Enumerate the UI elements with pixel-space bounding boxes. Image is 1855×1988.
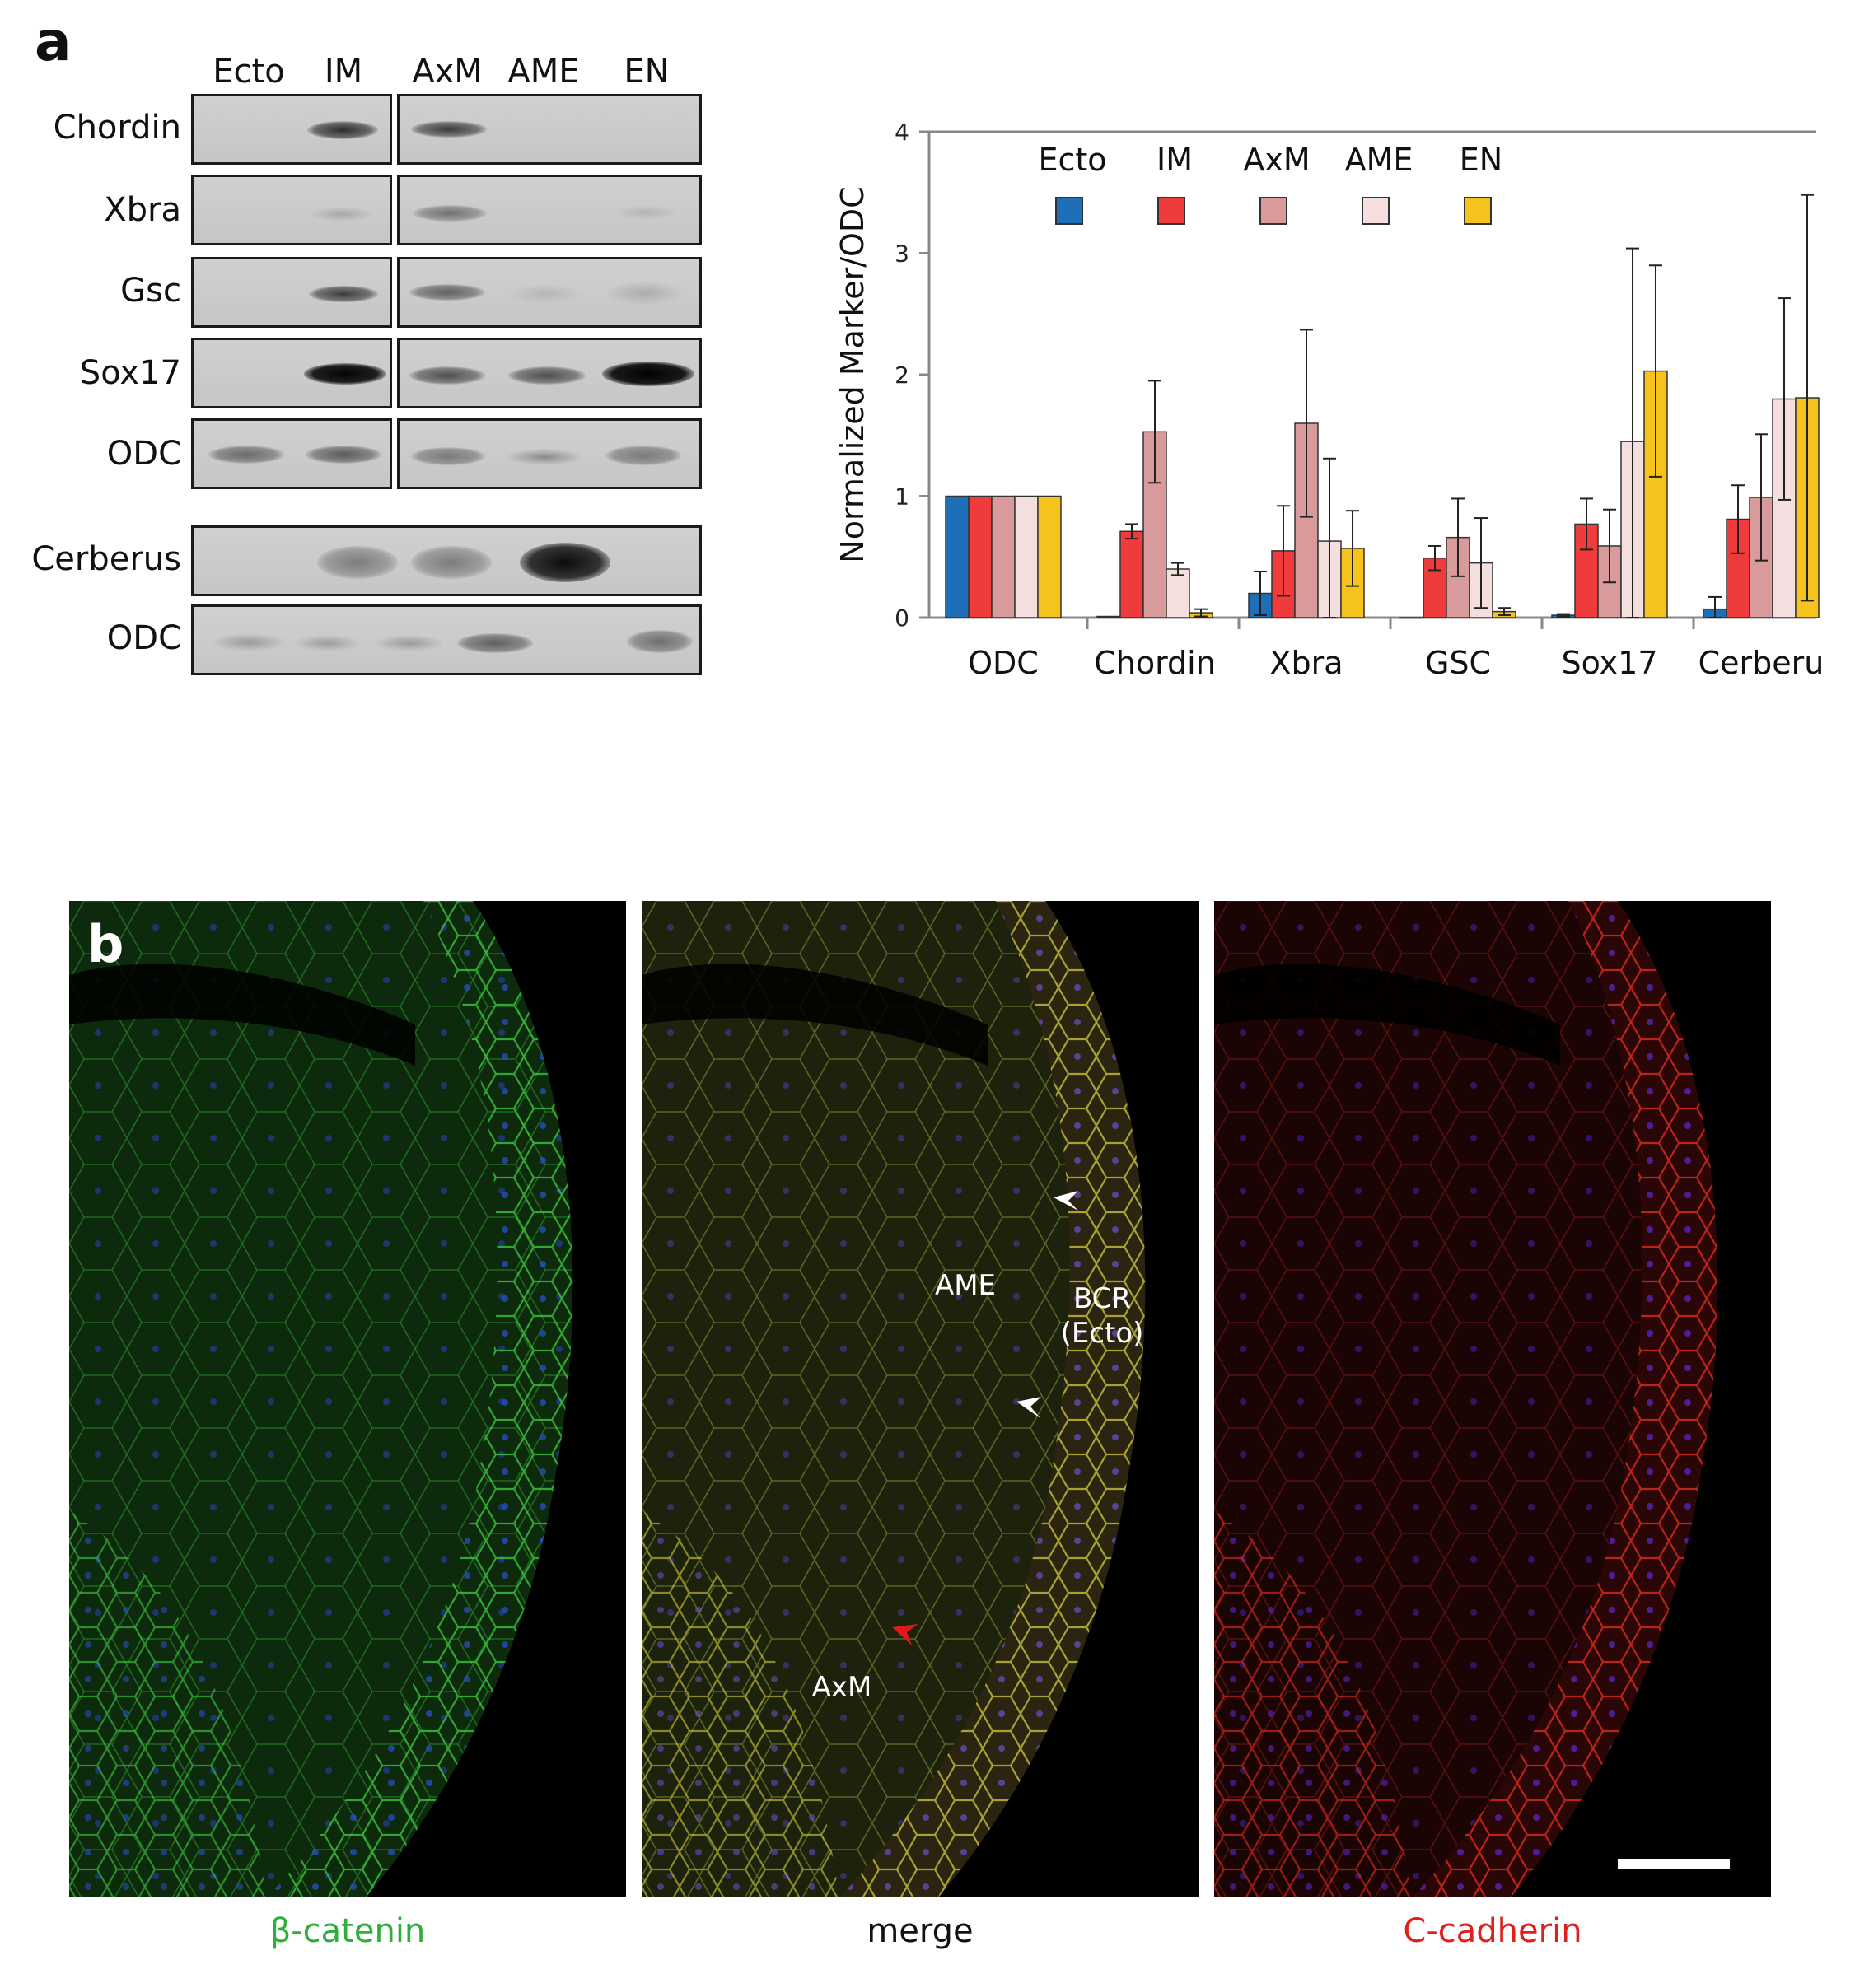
y-tick-label: 2 — [895, 362, 909, 389]
blot-strip — [191, 604, 702, 675]
blot-strip — [191, 257, 392, 328]
blot-strip — [191, 525, 702, 596]
panel-b-letter: b — [87, 914, 124, 974]
bar — [945, 495, 970, 618]
label-ecto: (Ecto) — [1060, 1317, 1144, 1350]
micrograph-c-cadherin — [1214, 901, 1771, 1897]
row-label-odc-2: ODC — [106, 619, 181, 657]
bar — [1014, 495, 1039, 618]
y-tick-label: 0 — [895, 604, 909, 632]
bar — [1119, 530, 1144, 618]
blot-strip — [397, 418, 702, 489]
y-tick-label: 4 — [895, 119, 909, 146]
bar — [1166, 568, 1190, 618]
blot-strip — [191, 94, 392, 165]
lane-label: Ecto — [213, 53, 285, 91]
blot-strip — [397, 175, 702, 245]
row-label-sox17: Sox17 — [79, 354, 181, 392]
blot-strip — [397, 338, 702, 408]
legend-swatch — [1362, 197, 1390, 225]
lane-label: AxM — [412, 53, 483, 91]
bar — [968, 495, 993, 618]
legend-swatch — [1259, 197, 1287, 225]
caption-beta-catenin: β-catenin — [269, 1912, 426, 1950]
caption-c-cadherin: C-cadherin — [1403, 1912, 1582, 1950]
lane-label: EN — [624, 53, 670, 91]
bar — [1096, 615, 1121, 618]
y-tick-label: 1 — [895, 483, 909, 511]
label-axm: AxM — [811, 1671, 872, 1704]
row-label-cerberus: Cerberus — [31, 540, 181, 578]
y-tick-label: 3 — [895, 240, 909, 268]
blot-strip — [191, 418, 392, 489]
x-category-label: Chordin — [1094, 645, 1216, 681]
arrowhead-icon — [1054, 1191, 1078, 1211]
micrograph-beta-catenin: b — [69, 901, 626, 1897]
lane-label: IM — [324, 53, 363, 91]
label-ame: AME — [934, 1269, 997, 1302]
micrograph-merge: AME BCR (Ecto) AxM — [642, 901, 1199, 1897]
legend-label: IM — [1156, 142, 1193, 178]
row-label-chordin: Chordin — [53, 109, 181, 147]
lane-label: AME — [507, 53, 580, 91]
arrowhead-icon — [1016, 1397, 1041, 1418]
row-label-gsc: Gsc — [120, 272, 181, 310]
legend-swatch — [1157, 197, 1185, 225]
bar — [1142, 431, 1167, 618]
caption-merge: merge — [867, 1912, 974, 1950]
bar-chart: 0 1 2 3 4 ODC Chordin Xbra GSC Sox17 Cerberu — [895, 119, 1825, 681]
bar — [991, 495, 1016, 618]
legend-label: EN — [1459, 142, 1503, 178]
x-category-label: GSC — [1425, 645, 1491, 681]
legend-label: AME — [1344, 142, 1413, 178]
legend-swatch — [1055, 197, 1083, 225]
blot-strip — [191, 175, 392, 245]
panel-a-letter: a — [35, 10, 72, 73]
row-label-odc: ODC — [106, 435, 181, 473]
blot-strip — [397, 257, 702, 328]
x-category-label: Cerberu — [1698, 645, 1825, 681]
scale-bar — [1618, 1859, 1730, 1869]
bar — [1037, 495, 1062, 618]
blot-strip — [191, 338, 392, 408]
row-label-xbra: Xbra — [104, 191, 181, 229]
x-category-label: Xbra — [1269, 645, 1343, 681]
legend-swatch — [1464, 197, 1492, 225]
x-category-label: Sox17 — [1561, 645, 1657, 681]
x-category-label: ODC — [968, 645, 1039, 681]
label-bcr: BCR — [1072, 1282, 1132, 1315]
arrowhead-icon — [892, 1624, 918, 1645]
blot-strip — [397, 94, 702, 165]
legend-label: AxM — [1243, 142, 1311, 178]
legend-label: Ecto — [1038, 142, 1107, 178]
